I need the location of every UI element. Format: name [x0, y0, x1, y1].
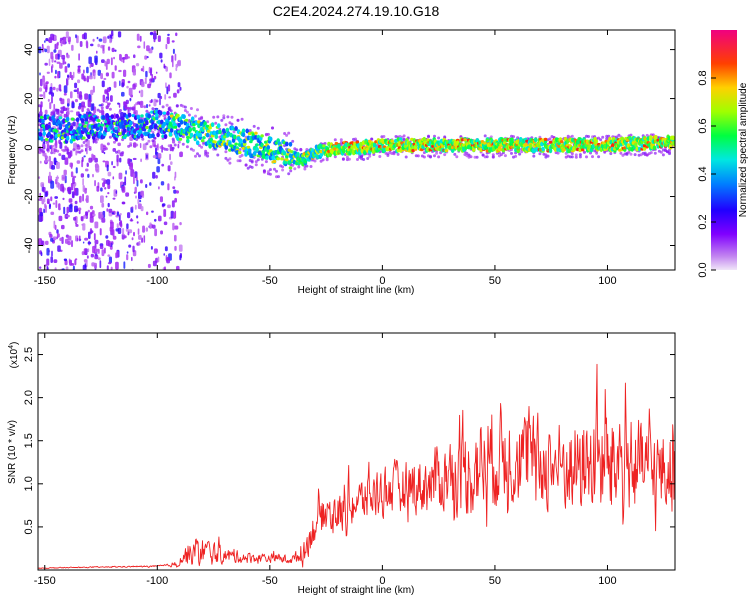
snr-panel: -150 -100 -50 0 50 100 0.5 1.0 1.5 2.0 2.5 Height …	[7, 332, 676, 596]
spectrogram-axes: -150 -100 -50 0 50 100 -40 -20 0 20 40	[23, 30, 675, 287]
spectrogram-ytick-label: 0	[23, 144, 35, 150]
colorbar-gradient	[711, 30, 737, 270]
snr-series-line	[38, 363, 675, 569]
spectrogram-xtick-label: 50	[489, 275, 501, 287]
colorbar-tick-label: 0.4	[697, 166, 709, 181]
spectrogram-xtick-label: 100	[598, 275, 616, 287]
snr-axes: -150 -100 -50 0 50 100 0.5 1.0 1.5 2.0 2.5	[23, 333, 675, 587]
heatmap-layer	[38, 30, 675, 270]
snr-frame	[37, 332, 676, 571]
snr-xtick-label: -100	[146, 575, 168, 587]
colorbar-tick-label: 0.8	[697, 70, 709, 85]
spectrogram-ytick-label: 20	[23, 92, 35, 104]
spectrogram-ytick-label: 40	[23, 43, 35, 55]
snr-scale-exponent: 4	[8, 345, 15, 349]
snr-ytick-label: 2.0	[23, 390, 35, 405]
spectrogram-panel: -150 -100 -50 0 50 100 -40 -20 0 20 40 Height of s…	[7, 29, 676, 296]
colorbar-ticks: 0.0 0.2 0.4 0.6 0.8	[697, 70, 716, 278]
spectrogram-ytick-label: -20	[23, 189, 35, 205]
colorbar-label: Normalized spectral amplitude	[738, 82, 749, 217]
snr-scale-prefix: (x10	[9, 348, 20, 368]
spectrogram-frame	[37, 29, 676, 271]
snr-ytick-label: 0.5	[23, 519, 35, 534]
svg-text:(x104): (x104)	[8, 342, 20, 369]
spectrogram-ylabel: Frequency (Hz)	[7, 116, 18, 185]
colorbar: 0.0 0.2 0.4 0.6 0.8 Normalized spectral ampl…	[697, 30, 749, 278]
chart-title: C2E4.2024.274.19.10.G18	[273, 3, 440, 19]
spectrogram-xtick-label: -100	[146, 275, 168, 287]
snr-scale-label: (x104)	[8, 342, 20, 369]
spectrogram-ytick-label: -40	[23, 238, 35, 254]
colorbar-tick-label: 0.6	[697, 118, 709, 133]
spectrogram-xtick-label: 0	[379, 275, 385, 287]
snr-xtick-label: -150	[34, 575, 56, 587]
spectrogram-xtick-label: -150	[34, 275, 56, 287]
snr-xtick-label: -50	[262, 575, 278, 587]
colorbar-tick-label: 0.0	[697, 262, 709, 277]
snr-xtick-label: 100	[598, 575, 616, 587]
snr-ytick-label: 2.5	[23, 347, 35, 362]
spectrogram-xtick-label: -50	[262, 275, 278, 287]
spectrogram-xlabel: Height of straight line (km)	[298, 285, 415, 296]
snr-xlabel: Height of straight line (km)	[298, 585, 415, 596]
snr-ytick-label: 1.0	[23, 476, 35, 491]
snr-xtick-label: 0	[379, 575, 385, 587]
snr-xtick-label: 50	[489, 575, 501, 587]
snr-ytick-label: 1.5	[23, 433, 35, 448]
colorbar-tick-label: 0.2	[697, 214, 709, 229]
snr-ylabel: SNR (10 * v/v)	[7, 420, 18, 484]
